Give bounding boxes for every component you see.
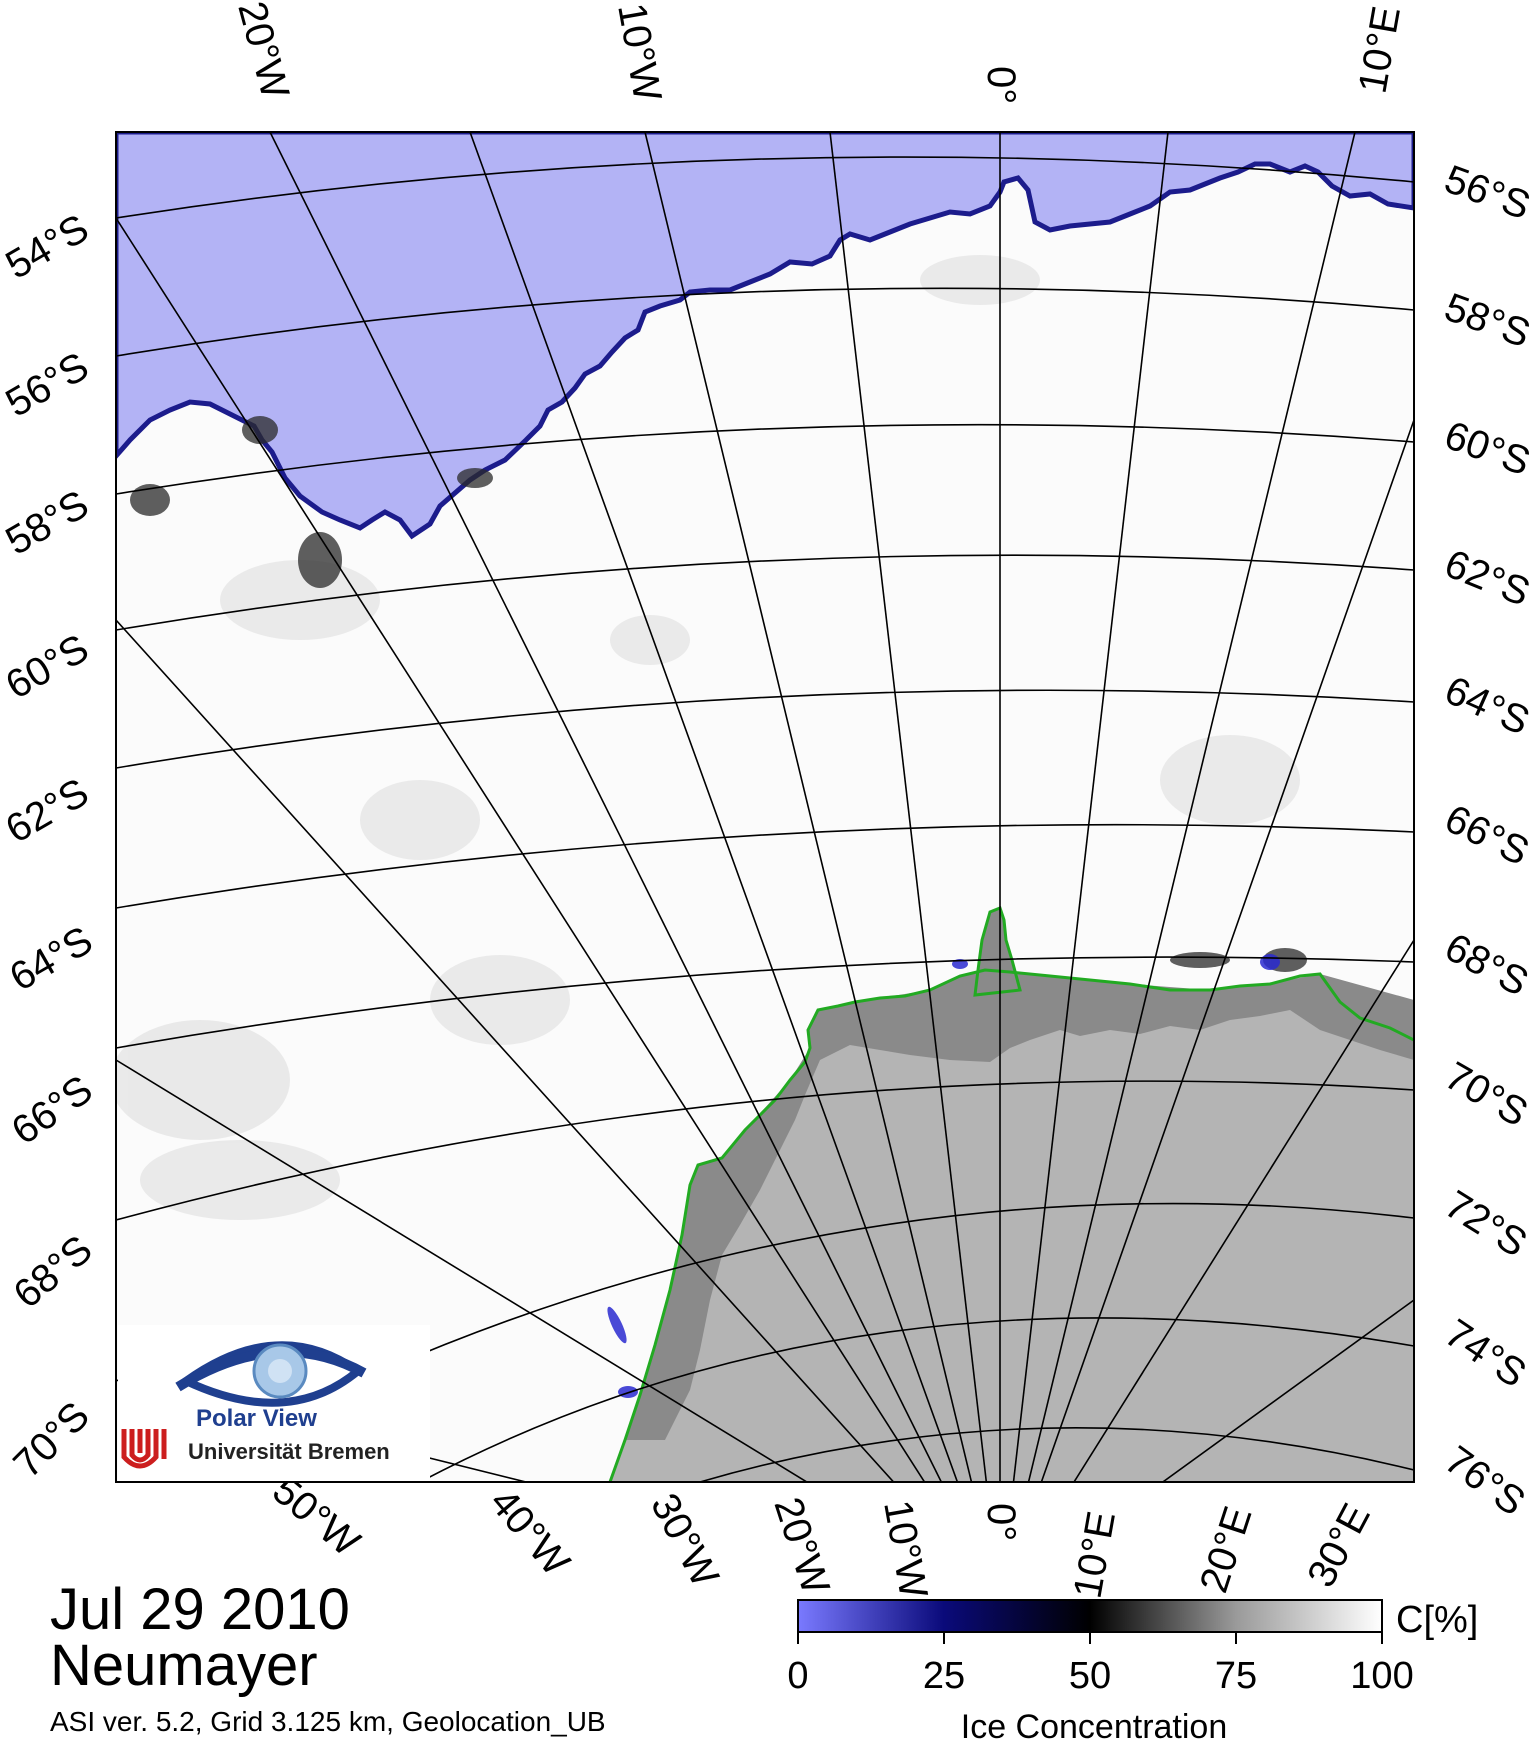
bottom-label-20e: 20°E [1192, 1501, 1261, 1598]
right-label-66s: 66°S [1438, 797, 1536, 875]
top-label-20w: 20°W [229, 0, 297, 103]
station-name: Neumayer [50, 1633, 318, 1698]
ice-shelf [625, 970, 1414, 1440]
bottom-label-20w-2: 20°W [765, 1492, 837, 1599]
left-label-64s: 64°S [3, 918, 100, 1000]
left-label-66s: 66°S [4, 1067, 101, 1153]
bottom-label-30w: 30°W [642, 1487, 727, 1595]
polar-view-eye-icon [121, 1341, 367, 1469]
left-label-54s: 54°S [0, 206, 96, 288]
colorbar-tick-25: 25 [923, 1655, 965, 1697]
bottom-label-0-2: 0° [979, 1503, 1023, 1541]
top-label-10w: 10°W [609, 0, 669, 105]
colorbar-tick-0: 0 [787, 1655, 808, 1697]
bottom-label-10w-2: 10°W [875, 1497, 935, 1602]
universitat-bremen-logo-icon [121, 1429, 167, 1469]
right-label-64s: 64°S [1438, 668, 1536, 744]
colorbar-tick-100: 100 [1350, 1655, 1413, 1697]
map-frame [115, 131, 1415, 1483]
left-label-70s: 70°S [5, 1394, 98, 1487]
left-latitude-labels: 54°S 56°S 58°S 60°S 62°S 64°S 66°S 68°S … [0, 206, 101, 1486]
low-concentration-patches [130, 416, 1307, 972]
left-label-56s: 56°S [0, 344, 96, 426]
right-label-76s: 76°S [1437, 1438, 1533, 1525]
logo-polar-view-text: Polar View [196, 1405, 317, 1432]
bottom-longitude-labels: 50°W 40°W 30°W 20°W 10°W 0° 10°E 20°E 30… [264, 1468, 1379, 1601]
right-label-58s: 58°S [1439, 285, 1536, 356]
colorbar-unit: C[%] [1396, 1599, 1478, 1641]
right-label-56s: 56°S [1439, 157, 1536, 228]
bottom-label-40w: 40°W [481, 1481, 578, 1585]
product-info: ASI ver. 5.2, Grid 3.125 km, Geolocation… [50, 1706, 606, 1737]
left-label-68s: 68°S [6, 1227, 101, 1317]
graticule-meridians [116, 132, 1414, 1482]
left-label-58s: 58°S [0, 482, 96, 564]
top-label-10e: 10°E [1351, 3, 1409, 96]
top-label-0: 0° [979, 66, 1023, 104]
antarctica-land [610, 970, 1414, 1482]
colorbar-tick-50: 50 [1069, 1655, 1111, 1697]
top-longitude-labels: 20°W 10°W 0° 10°E [229, 0, 1409, 105]
map-date: Jul 29 2010 [50, 1577, 350, 1642]
open-water [116, 132, 1414, 540]
right-latitude-labels: 56°S 58°S 60°S 62°S 64°S 66°S 68°S 70°S … [1437, 157, 1536, 1524]
left-label-60s: 60°S [0, 626, 96, 708]
colorbar-gradient [797, 1599, 1383, 1633]
bottom-label-30e: 30°E [1299, 1497, 1379, 1595]
bottom-label-10e-2: 10°E [1066, 1508, 1124, 1601]
right-label-72s: 72°S [1437, 1182, 1534, 1266]
colorbar-tick-75: 75 [1215, 1655, 1257, 1697]
right-label-70s: 70°S [1438, 1054, 1535, 1136]
colorbar-tick-marks [797, 1632, 1383, 1644]
right-label-74s: 74°S [1437, 1311, 1534, 1396]
right-label-60s: 60°S [1439, 413, 1536, 484]
coastline [608, 968, 1414, 1482]
ice-texture [116, 255, 1300, 1220]
left-label-62s: 62°S [0, 770, 96, 852]
right-label-62s: 62°S [1439, 542, 1536, 615]
colorbar: 0 25 50 75 100 C[%] Ice Concentration [787, 1599, 1478, 1742]
logo-panel: Polar View Universität Bremen [118, 1325, 430, 1481]
logo-university-text: Universität Bremen [188, 1439, 390, 1464]
right-label-68s: 68°S [1438, 925, 1536, 1005]
colorbar-title: Ice Concentration [961, 1708, 1228, 1742]
